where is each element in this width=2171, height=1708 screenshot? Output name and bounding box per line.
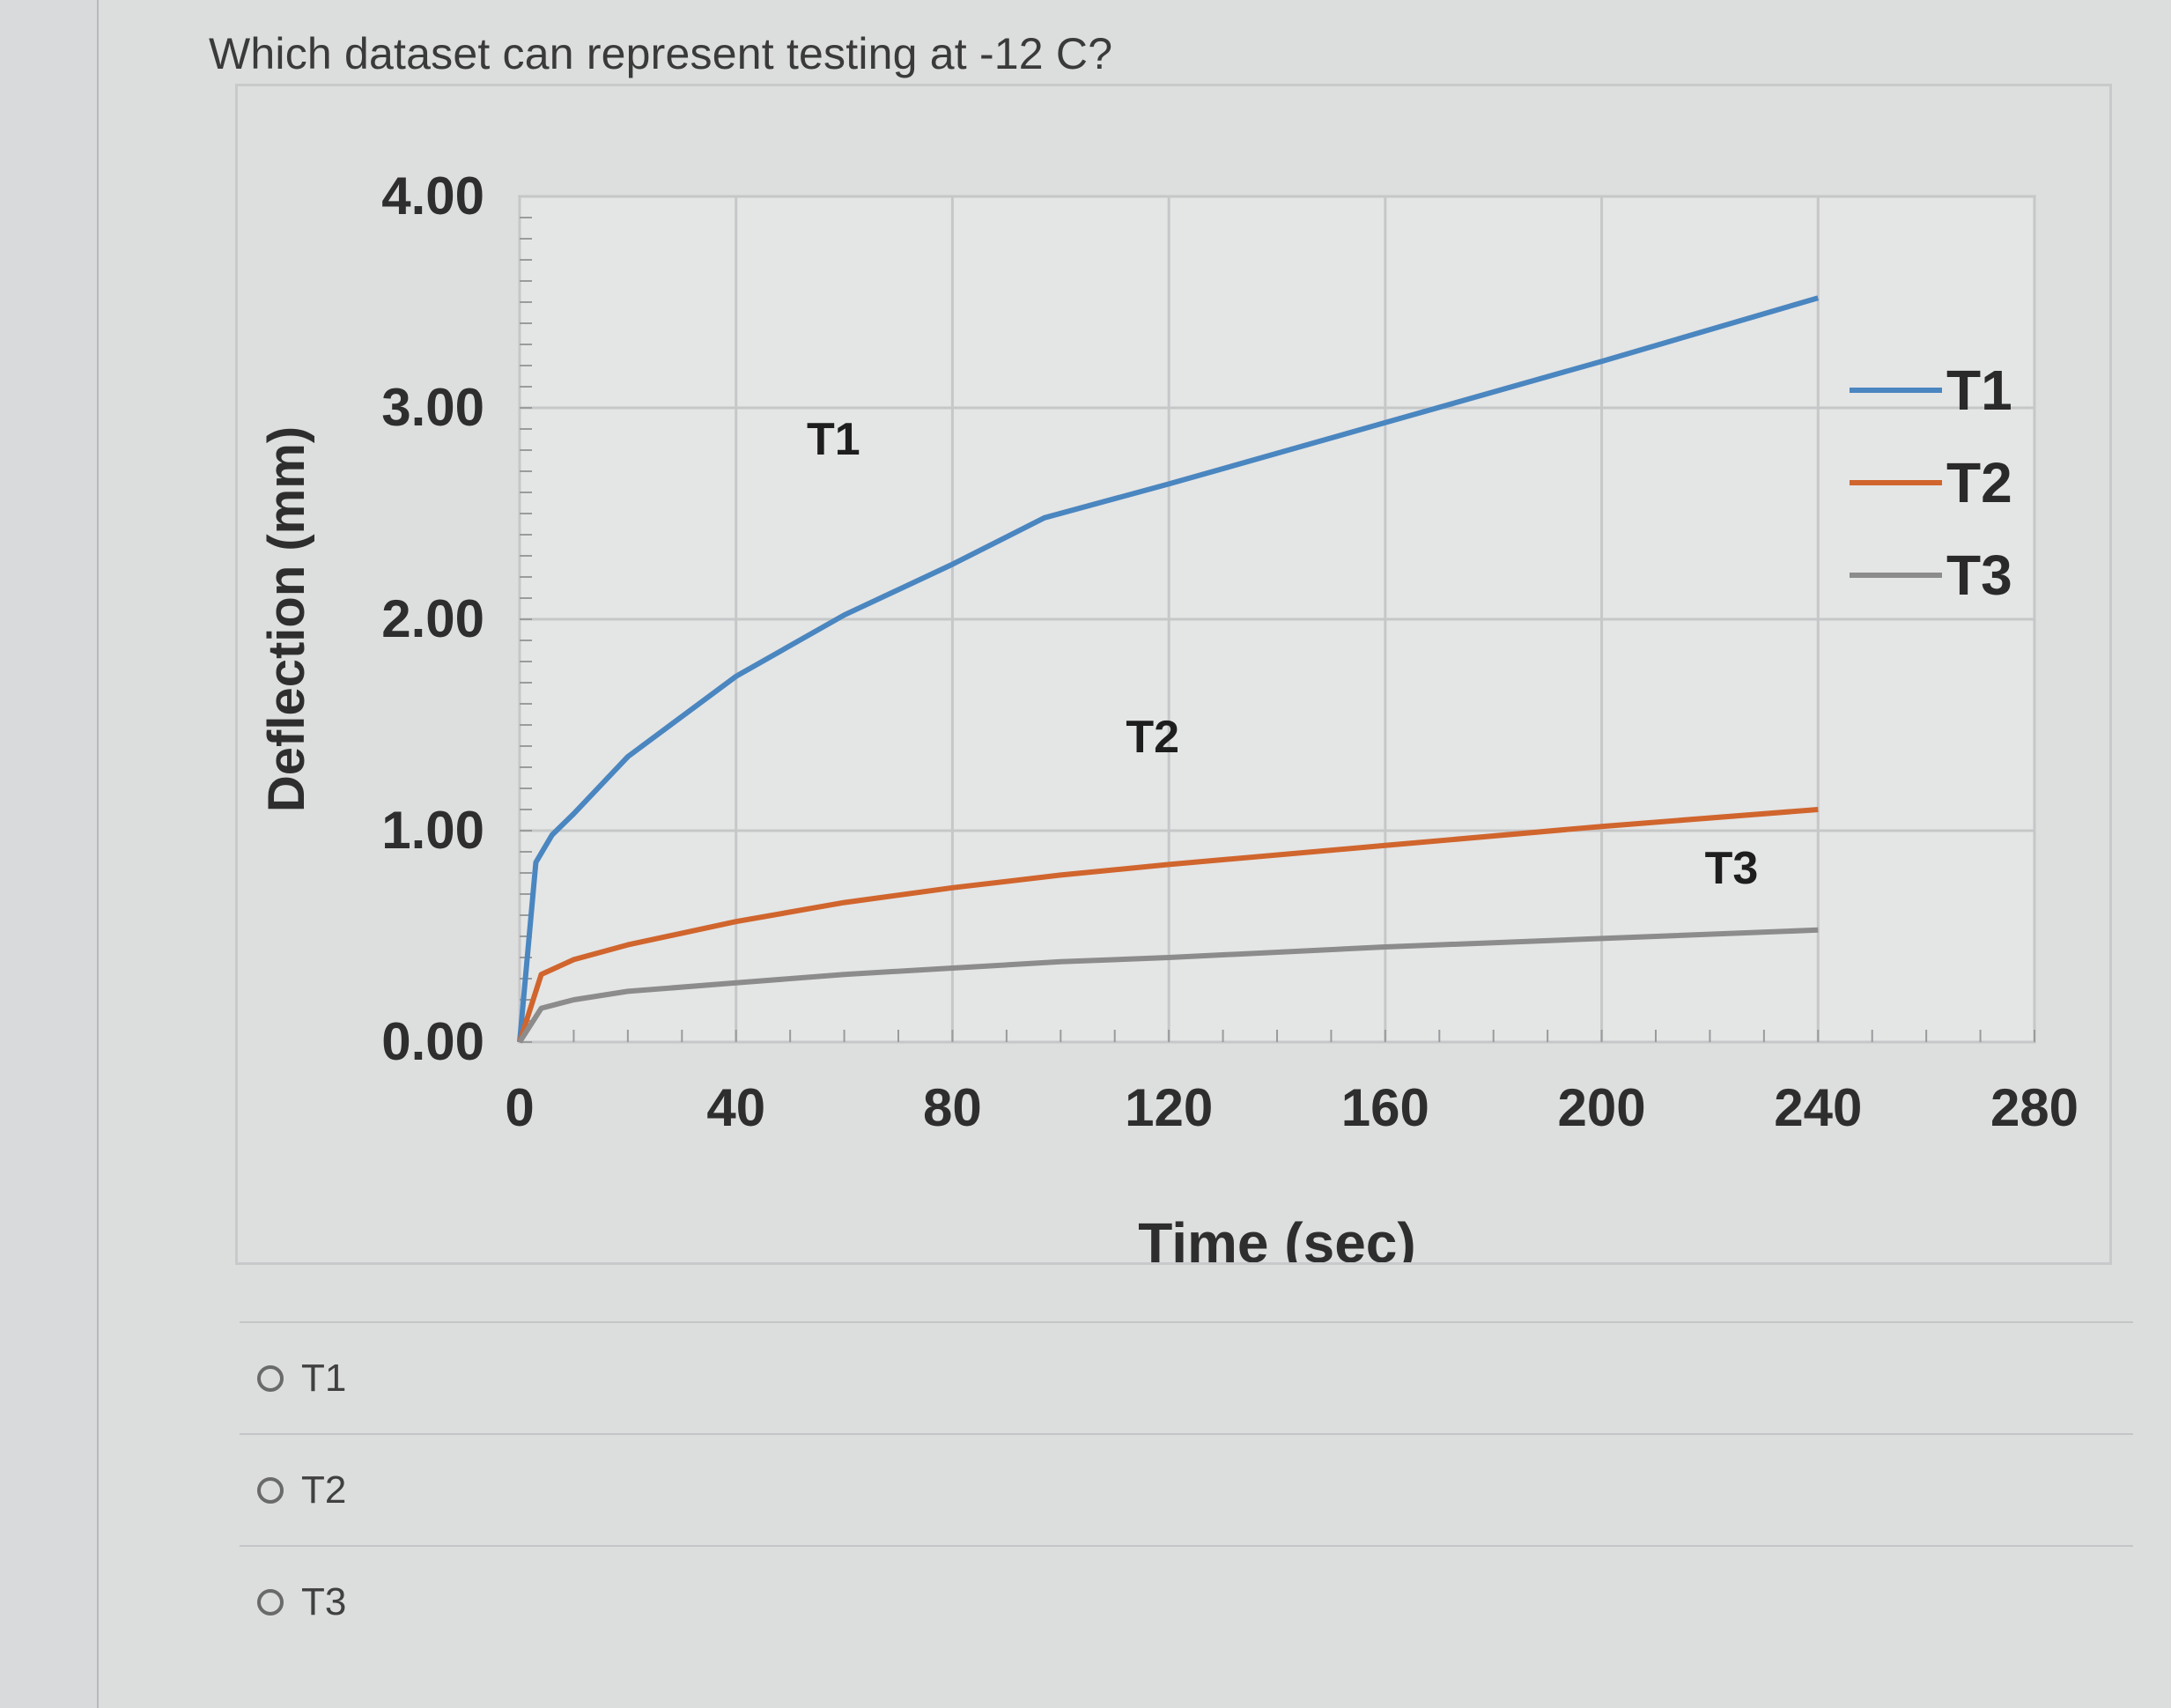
x-tick-label: 80 [923,1078,982,1137]
y-tick-label: 3.00 [381,378,484,437]
x-tick-label: 200 [1558,1078,1646,1137]
question-page: Which dataset can represent testing at -… [97,0,2171,1708]
y-tick-label: 1.00 [381,801,484,860]
legend-label: T1 [1946,359,2012,422]
x-tick-label: 120 [1125,1078,1213,1137]
curve-label: T1 [807,414,860,465]
y-axis-title: Deflection (mm) [258,426,315,812]
answer-options: T1 T2 T3 [240,1321,2133,1657]
y-tick-label: 2.00 [381,589,484,648]
option-t2[interactable]: T2 [240,1433,2133,1545]
curve-label: T2 [1126,712,1179,763]
y-tick-label: 4.00 [381,166,484,226]
series-line-t1 [517,295,1820,1043]
legend-label: T2 [1946,451,2012,514]
radio-button-icon[interactable] [257,1364,284,1392]
option-t1[interactable]: T1 [240,1321,2133,1433]
x-tick-label: 160 [1341,1078,1429,1137]
chart-container: 0.00 1.00 2.00 3.00 4.00 0 40 80 120 160 200 240 280… [235,84,2112,1265]
option-label: T3 [301,1579,347,1623]
series-line-t2 [517,807,1819,1043]
curve-label: T3 [1705,843,1759,894]
y-tick-label: 0.00 [381,1012,484,1071]
option-t3[interactable]: T3 [240,1545,2133,1657]
radio-button-icon[interactable] [257,1476,284,1504]
x-tick-label: 240 [1774,1078,1862,1137]
x-tick-label: 40 [706,1078,765,1137]
x-axis-title: Time (sec) [1138,1211,1415,1262]
series-line-t3 [517,927,1819,1044]
option-label: T2 [301,1468,347,1512]
question-text: Which dataset can represent testing at -… [209,29,1113,78]
deflection-time-chart: 0.00 1.00 2.00 3.00 4.00 0 40 80 120 160 200 240 280… [258,166,2079,1262]
x-tick-label: 280 [1990,1078,2079,1137]
x-tick-label: 0 [505,1078,534,1137]
option-label: T1 [301,1356,347,1400]
radio-button-icon[interactable] [257,1588,284,1616]
legend-label: T3 [1946,543,2012,607]
